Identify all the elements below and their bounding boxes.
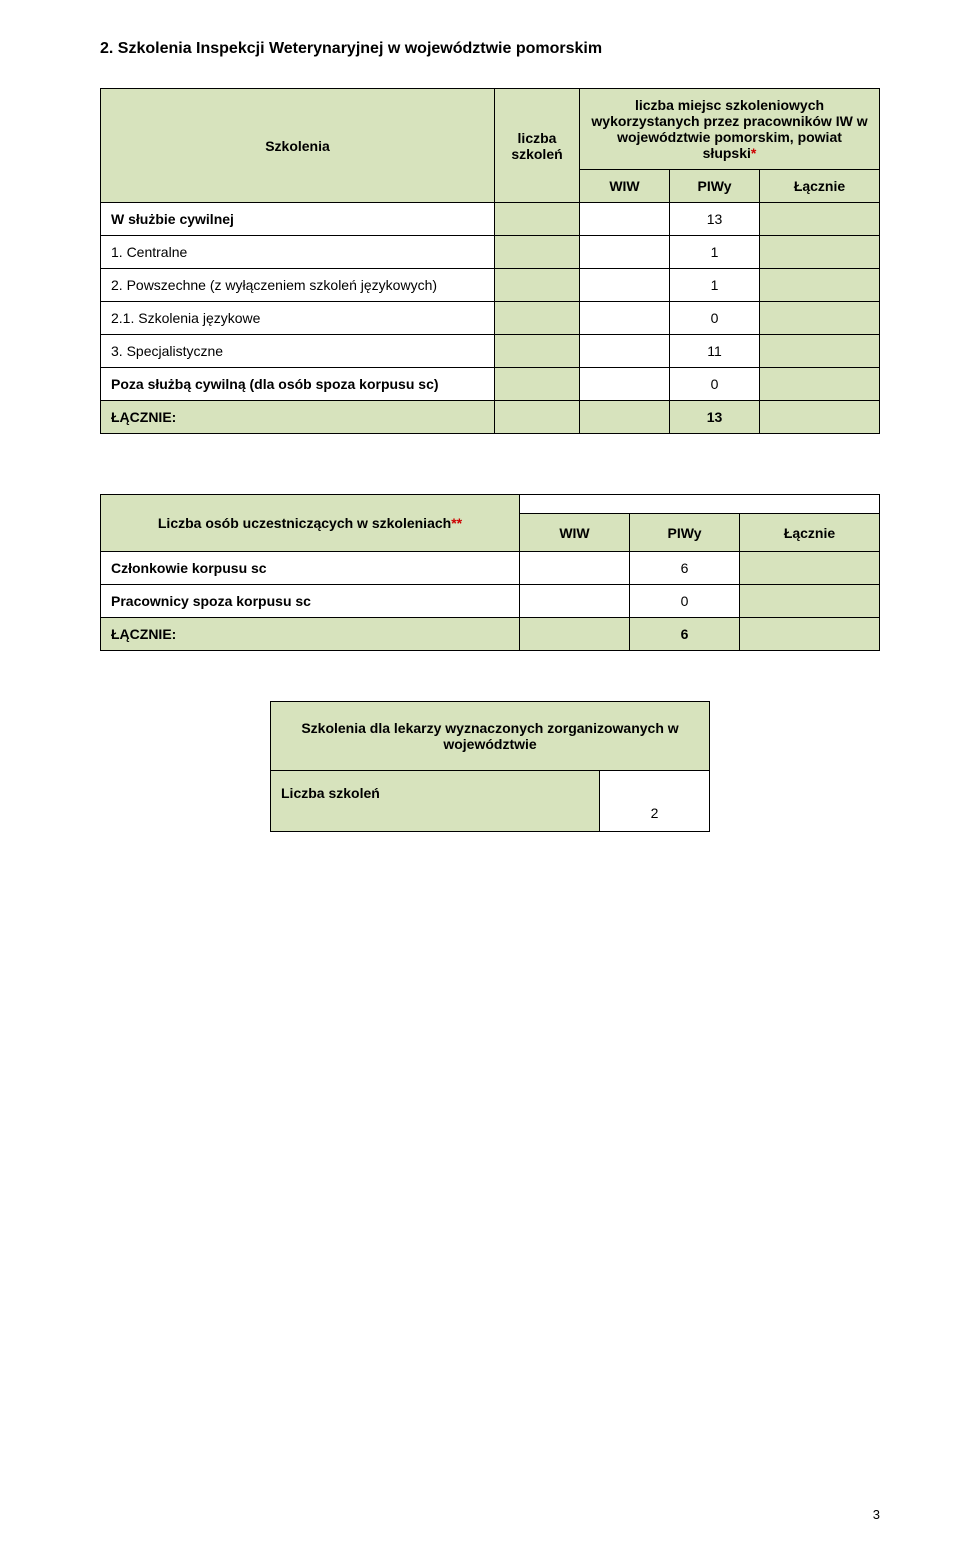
table-row: 1. Centralne 1 (101, 236, 880, 269)
row-label: Pracownicy spoza korpusu sc (101, 585, 520, 618)
cell-wiw (580, 401, 670, 434)
cell-szkolen (495, 203, 580, 236)
hdr-liczba-szkolen: liczba szkoleń (495, 89, 580, 203)
row-label: 2. Powszechne (z wyłączeniem szkoleń jęz… (101, 269, 495, 302)
cell-lacznie (740, 585, 880, 618)
cell-lacznie (760, 401, 880, 434)
cell-piwy: 13 (670, 401, 760, 434)
subhdr-wiw: WIW (520, 514, 630, 552)
cell-lacznie (760, 368, 880, 401)
table-lekarze: Szkolenia dla lekarzy wyznaczonych zorga… (270, 701, 710, 832)
cell-szkolen (495, 368, 580, 401)
cell-wiw (520, 552, 630, 585)
page-number: 3 (873, 1507, 880, 1522)
table-szkolenia: Szkolenia liczba szkoleń liczba miejsc s… (100, 88, 880, 434)
hdr-uczestnicy-star: ** (451, 515, 462, 531)
cell-wiw (580, 203, 670, 236)
row-label: Liczba szkoleń (271, 771, 600, 832)
cell-lacznie (740, 552, 880, 585)
cell-lacznie (760, 203, 880, 236)
table-row-total: ŁĄCZNIE: 13 (101, 401, 880, 434)
cell-piwy: 0 (670, 302, 760, 335)
cell-wiw (580, 335, 670, 368)
cell-szkolen (495, 335, 580, 368)
cell-piwy: 6 (630, 618, 740, 651)
cell-szkolen (495, 302, 580, 335)
row-label: Członkowie korpusu sc (101, 552, 520, 585)
table-row: Liczba szkoleń 2 (271, 771, 710, 832)
hdr-miejsc: liczba miejsc szkoleniowych wykorzystany… (580, 89, 880, 170)
row-label: 3. Specjalistyczne (101, 335, 495, 368)
subhdr-lacznie: Łącznie (740, 514, 880, 552)
cell-szkolen (495, 269, 580, 302)
table-uczestnicy: Liczba osób uczestniczących w szkoleniac… (100, 494, 880, 651)
hdr-szkolenia: Szkolenia (101, 89, 495, 203)
table-row: 3. Specjalistyczne 11 (101, 335, 880, 368)
subhdr-piwy: PIWy (630, 514, 740, 552)
row-label: ŁĄCZNIE: (101, 401, 495, 434)
hdr-blank (520, 495, 880, 514)
subhdr-piwy: PIWy (670, 170, 760, 203)
cell-piwy: 0 (630, 585, 740, 618)
subhdr-wiw: WIW (580, 170, 670, 203)
row-label: W służbie cywilnej (101, 203, 495, 236)
table-row: Pracownicy spoza korpusu sc 0 (101, 585, 880, 618)
row-label: 2.1. Szkolenia językowe (101, 302, 495, 335)
table-row: Poza służbą cywilną (dla osób spoza korp… (101, 368, 880, 401)
table-row: W służbie cywilnej 13 (101, 203, 880, 236)
table-row-total: ŁĄCZNIE: 6 (101, 618, 880, 651)
hdr-miejsc-text: liczba miejsc szkoleniowych wykorzystany… (591, 97, 867, 161)
hdr-lekarze: Szkolenia dla lekarzy wyznaczonych zorga… (271, 702, 710, 771)
cell-value: 2 (600, 771, 710, 832)
row-label: ŁĄCZNIE: (101, 618, 520, 651)
hdr-uczestnicy: Liczba osób uczestniczących w szkoleniac… (101, 495, 520, 552)
cell-wiw (520, 618, 630, 651)
cell-lacznie (760, 236, 880, 269)
cell-wiw (580, 236, 670, 269)
table-row: 2. Powszechne (z wyłączeniem szkoleń jęz… (101, 269, 880, 302)
cell-piwy: 13 (670, 203, 760, 236)
cell-piwy: 1 (670, 269, 760, 302)
section-heading: 2. Szkolenia Inspekcji Weterynaryjnej w … (100, 40, 880, 58)
row-label: Poza służbą cywilną (dla osób spoza korp… (101, 368, 495, 401)
hdr-miejsc-star: * (751, 145, 756, 161)
subhdr-lacznie: Łącznie (760, 170, 880, 203)
cell-wiw (580, 269, 670, 302)
cell-szkolen (495, 236, 580, 269)
cell-wiw (580, 302, 670, 335)
cell-lacznie (740, 618, 880, 651)
cell-szkolen (495, 401, 580, 434)
cell-piwy: 0 (670, 368, 760, 401)
table-row: 2.1. Szkolenia językowe 0 (101, 302, 880, 335)
cell-piwy: 1 (670, 236, 760, 269)
cell-wiw (520, 585, 630, 618)
cell-piwy: 11 (670, 335, 760, 368)
table-row: Członkowie korpusu sc 6 (101, 552, 880, 585)
row-label: 1. Centralne (101, 236, 495, 269)
cell-lacznie (760, 335, 880, 368)
cell-wiw (580, 368, 670, 401)
cell-lacznie (760, 302, 880, 335)
cell-lacznie (760, 269, 880, 302)
hdr-uczestnicy-text: Liczba osób uczestniczących w szkoleniac… (158, 515, 451, 531)
cell-piwy: 6 (630, 552, 740, 585)
